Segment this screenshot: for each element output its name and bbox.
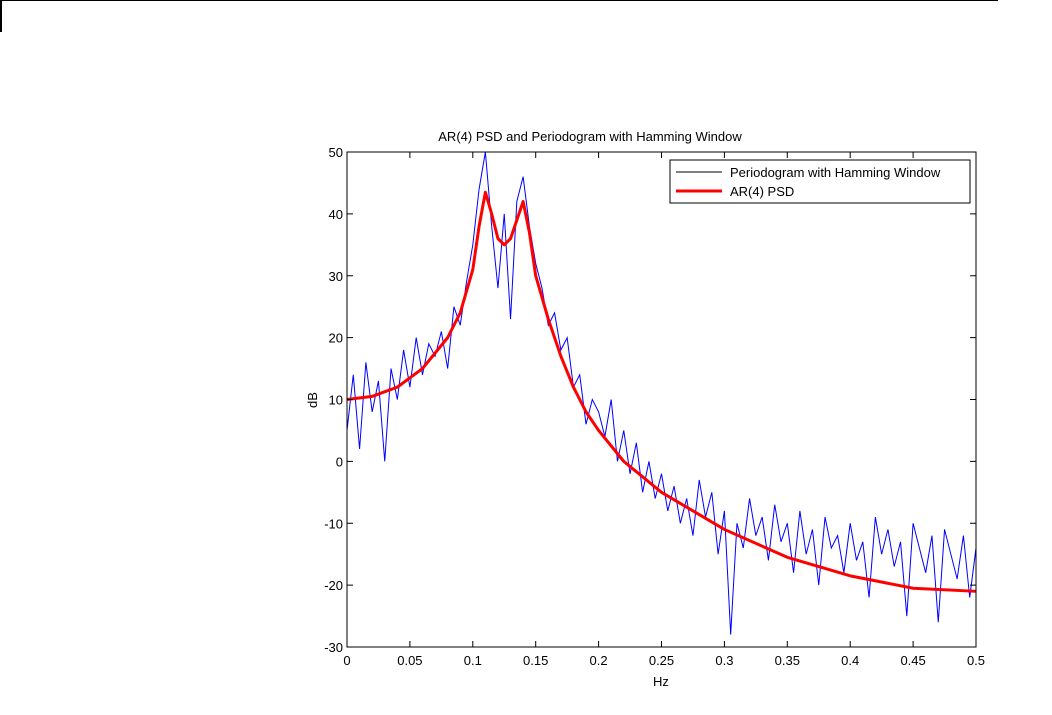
y-tick-label: 20 xyxy=(329,331,343,346)
window-left-border xyxy=(0,0,2,32)
legend-periodogram-label: Periodogram with Hamming Window xyxy=(730,165,941,180)
x-tick-label: 0 xyxy=(343,653,350,668)
y-tick-label: -10 xyxy=(324,516,343,531)
plot-area xyxy=(347,152,976,647)
x-tick-label: 0.05 xyxy=(397,653,422,668)
x-axis-label: Hz xyxy=(653,674,669,689)
legend-box xyxy=(669,159,971,204)
x-tick-label: 0.5 xyxy=(967,653,985,668)
x-tick-label: 0.45 xyxy=(900,653,925,668)
x-tick-label: 0.15 xyxy=(523,653,548,668)
y-tick-label: 40 xyxy=(329,207,343,222)
x-tick-label: 0.2 xyxy=(590,653,608,668)
window-top-border xyxy=(0,0,998,1)
legend: Periodogram with Hamming Window AR(4) PS… xyxy=(669,159,971,204)
ar4-psd-line xyxy=(346,190,977,593)
x-tick-label: 0.35 xyxy=(775,653,800,668)
y-tick-label: -20 xyxy=(324,578,343,593)
y-tick-label: 50 xyxy=(329,145,343,160)
y-tick-label: 30 xyxy=(329,269,343,284)
chart-title: AR(4) PSD and Periodogram with Hamming W… xyxy=(438,129,742,144)
x-tick-label: 0.1 xyxy=(464,653,482,668)
x-tick-label: 0.3 xyxy=(715,653,733,668)
legend-ar4-label: AR(4) PSD xyxy=(730,184,794,199)
y-tick-label: 10 xyxy=(329,393,343,408)
x-tick-label: 0.25 xyxy=(649,653,674,668)
x-tick-label: 0.4 xyxy=(841,653,859,668)
y-axis-label: dB xyxy=(305,392,320,408)
y-tick-label: 0 xyxy=(336,454,343,469)
y-tick-label: -30 xyxy=(324,640,343,655)
